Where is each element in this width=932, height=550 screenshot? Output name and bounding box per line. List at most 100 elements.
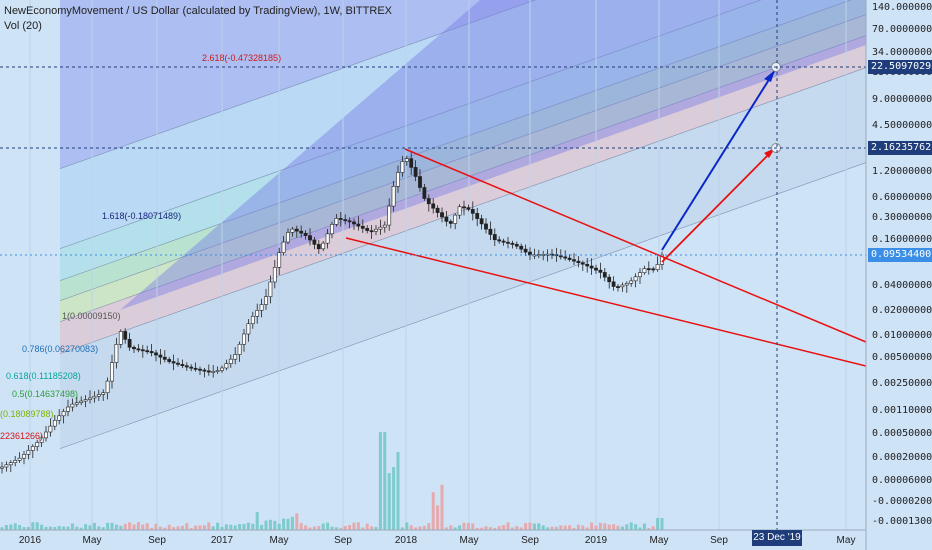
volume-bar [299,523,303,530]
candle [343,219,348,222]
price-axis-label: 0.00110000 [872,405,932,416]
fib-level-line [59,0,762,250]
candle [470,209,475,214]
volume-bar [581,525,585,530]
candle [193,367,198,370]
volume-bar [326,522,330,530]
volume-bar [9,524,13,530]
volume-bar [339,527,343,530]
volume-bar [216,522,220,530]
volume-bar [97,526,101,530]
candle [255,310,260,317]
candle [110,362,114,382]
volume-bar [185,523,189,530]
volume-bar [198,525,202,530]
volume-bar [220,526,224,530]
price-axis-label: 0.02000000 [872,305,932,316]
time-axis-label: May [649,535,669,546]
volume-bar [497,526,501,530]
candle [352,221,356,225]
price-axis-label: 140.00000000 [872,2,932,13]
volume-indicator-label[interactable]: Vol (20) [4,20,42,32]
candle [594,267,598,271]
candle [426,198,431,205]
volume-bar [550,526,554,530]
price-axis-label: -0.00013000 [872,516,932,527]
projection-arrow-blue[interactable] [661,69,776,251]
volume-bar [189,527,193,530]
candle [13,460,18,463]
candle [448,221,453,224]
volume-bar [453,527,457,530]
volume-bar [532,523,536,530]
projection-arrow-red[interactable] [661,147,776,263]
candle [567,257,572,260]
volume-bar [387,473,391,530]
volume-bar [145,523,149,530]
candle [272,267,277,283]
candle [633,276,638,282]
fib-band [60,0,866,301]
time-axis-label: May [836,535,856,546]
candle [114,344,119,363]
trend-line-lower[interactable] [345,237,866,367]
volume-bar [48,526,52,530]
candle [176,362,180,365]
volume-bar [154,523,158,530]
volume-bar [158,526,162,530]
time-axis-label: Sep [334,535,352,546]
candle [206,370,211,373]
volume-bar [405,522,409,530]
volume-bar [519,527,523,530]
volume-bar [638,527,642,530]
candle [334,218,339,225]
volume-bar [422,525,426,530]
price-axis-label: 1.20000000 [872,166,932,177]
volume-bar [224,524,228,530]
candle [92,395,97,399]
trend-line-upper[interactable] [404,148,866,343]
volume-bar [251,523,255,530]
volume-bar [396,452,400,530]
candle [563,256,568,259]
candle [325,233,330,244]
volume-bar [35,522,39,530]
fib-level-line [59,35,866,323]
volume-bar [286,518,290,530]
volume-bar [414,527,418,530]
candle [264,296,268,305]
time-axis-label: 2018 [394,535,418,546]
volume-bar [458,525,462,530]
volume-bar [370,526,374,530]
candle [387,205,392,226]
volume-bar [642,523,646,530]
candle [475,213,480,219]
fib-label-1: 1(0.00009150) [62,311,121,321]
volume-bar [246,522,250,530]
volume-bar [0,527,4,530]
candle [651,268,656,271]
candle [66,406,70,412]
volume-bar [471,523,475,530]
candle [501,240,506,243]
candle [118,331,123,345]
volume-bar [418,526,422,530]
volume-bar [590,522,594,530]
candle [422,187,427,199]
candle [572,259,576,262]
candle [365,228,370,231]
candle [338,218,343,220]
candles [0,152,664,474]
candle [79,400,84,403]
volume-bar [361,527,365,530]
candle [22,454,26,459]
volume-bar [444,527,448,530]
volume-bar [634,524,638,530]
volume-bar [576,524,580,530]
price-axis-label: 0.01000000 [872,330,932,341]
fib-level-line [59,162,866,450]
candle [484,223,488,230]
volume-bar [194,525,198,530]
